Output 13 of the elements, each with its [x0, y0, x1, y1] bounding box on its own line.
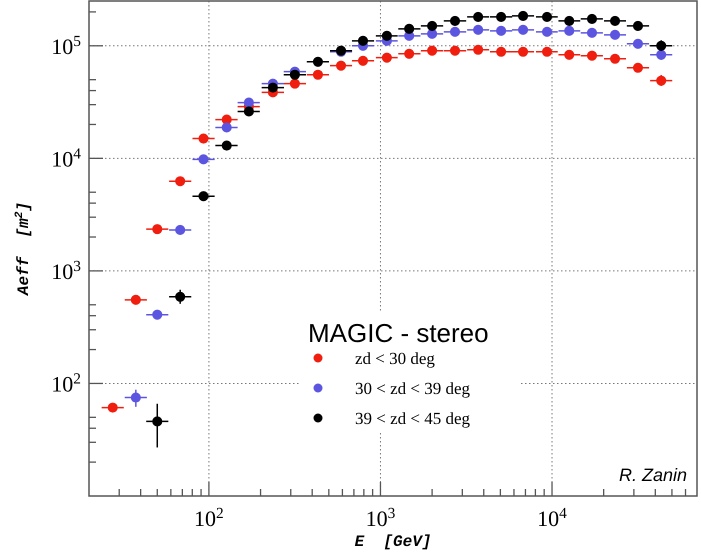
- x-tick-label: 10$^{4}$: [537, 504, 568, 531]
- legend-label: 30 < zd < 39 deg: [355, 379, 471, 398]
- y-tick-label: 10$^{3}$: [51, 257, 82, 284]
- x-axis-title: E [GeV]: [354, 533, 432, 551]
- y-tick-label: 10$^{5}$: [51, 32, 82, 59]
- x-tick-label: 10$^{3}$: [366, 504, 396, 531]
- legend-title: MAGIC - stereo: [308, 318, 489, 348]
- x-tick-label: 10$^{2}$: [194, 504, 224, 531]
- y-tick-label: 10$^{2}$: [51, 370, 81, 396]
- legend-label: 39 < zd < 45 deg: [355, 409, 471, 428]
- y-tick-label: 10$^{4}$: [51, 144, 82, 172]
- annotation: R. Zanin: [618, 465, 687, 485]
- legend-label: zd < 30 deg: [355, 349, 436, 368]
